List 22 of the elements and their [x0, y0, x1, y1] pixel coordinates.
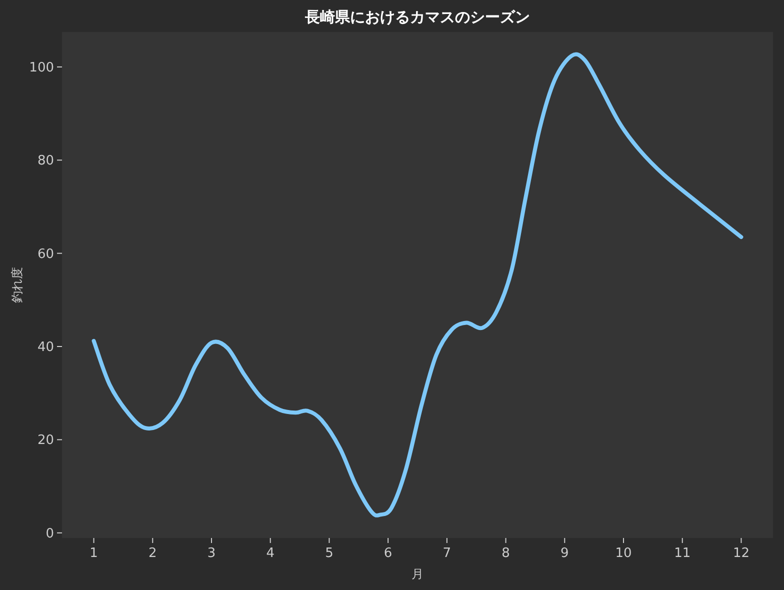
x-tick-label: 7	[442, 546, 452, 561]
x-tick-label: 9	[560, 546, 569, 561]
x-tick-label: 2	[148, 546, 157, 561]
y-axis-title: 釣れ度	[10, 267, 24, 303]
x-tick-label: 8	[502, 546, 510, 561]
x-tick-label: 12	[732, 546, 750, 561]
x-tick-label: 3	[207, 546, 216, 561]
x-tick-label: 10	[615, 546, 632, 561]
line-series	[92, 52, 744, 517]
x-tick-label: 11	[674, 546, 691, 561]
y-tick-label: 80	[37, 154, 54, 169]
y-tick-label: 20	[37, 433, 54, 448]
y-tick-label: 40	[37, 340, 54, 356]
y-tick-label: 0	[46, 526, 54, 542]
x-axis-title: 月	[412, 567, 424, 581]
x-tick-label: 4	[266, 546, 274, 561]
y-tick-label: 100	[29, 60, 54, 76]
x-tick-label: 5	[325, 546, 334, 561]
x-tick-label: 6	[384, 546, 392, 561]
y-tick-label: 60	[37, 246, 54, 262]
chart-title: 長崎県におけるカマスのシーズン	[304, 8, 530, 26]
x-tick-label: 1	[90, 546, 98, 561]
